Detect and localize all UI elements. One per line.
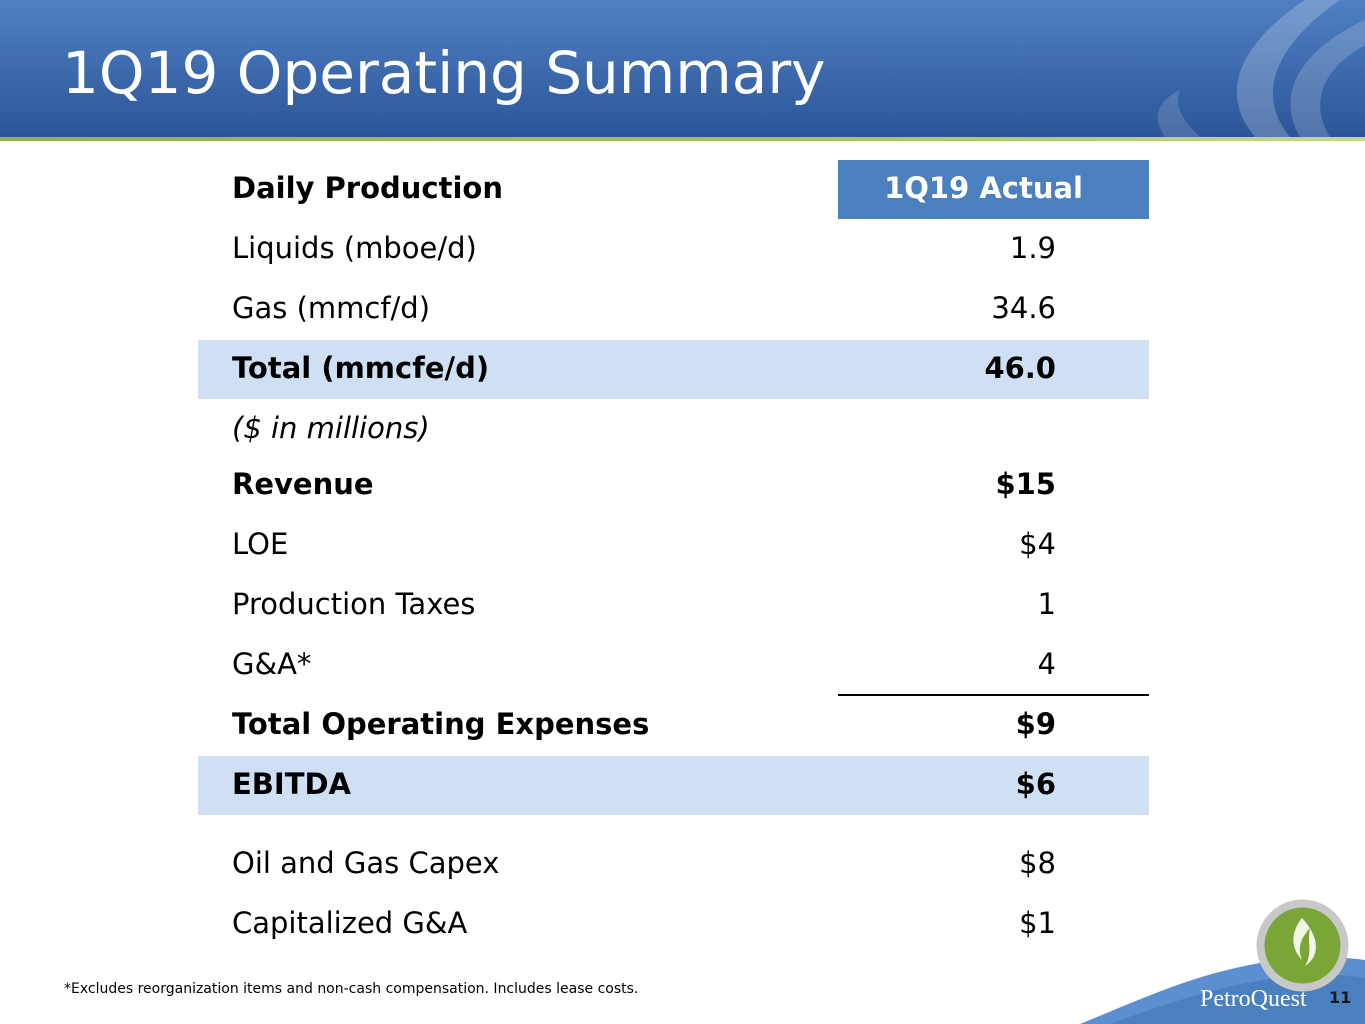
page-number: 11 (1329, 988, 1352, 1007)
row-label-liquids: Liquids (mboe/d) (232, 231, 477, 265)
slide-title: 1Q19 Operating Summary (62, 39, 826, 107)
footnote: *Excludes reorganization items and non-c… (64, 981, 639, 997)
petroquest-logo-icon (1256, 899, 1349, 992)
units-note: ($ in millions) (232, 411, 430, 445)
highlight-band-total-production (198, 340, 1149, 399)
subtotal-rule (838, 694, 1149, 696)
row-value-total-operating-expenses: $9 (1015, 707, 1056, 741)
column-header-label: 1Q19 Actual (884, 171, 1083, 205)
header-accent-rule (0, 137, 1365, 141)
row-label-capitalized-ga: Capitalized G&A (232, 906, 468, 940)
title-bar: 1Q19 Operating Summary (0, 0, 1365, 137)
row-value-production-taxes: 1 (1037, 587, 1056, 621)
row-value-capex: $8 (1019, 846, 1056, 880)
row-label-total-operating-expenses: Total Operating Expenses (232, 707, 650, 741)
row-value-liquids: 1.9 (1009, 231, 1056, 265)
highlight-band-ebitda (198, 756, 1149, 815)
row-label-ga: G&A* (232, 647, 312, 681)
row-label-ebitda: EBITDA (232, 767, 352, 801)
table-header-label: Daily Production (232, 171, 503, 205)
row-value-loe: $4 (1019, 527, 1056, 561)
row-label-capex: Oil and Gas Capex (232, 846, 500, 880)
row-label-production-taxes: Production Taxes (232, 587, 476, 621)
row-value-ga: 4 (1037, 647, 1056, 681)
row-label-total-production: Total (mmcfe/d) (232, 351, 490, 385)
brand-name: PetroQuest (1200, 986, 1307, 1012)
row-label-revenue: Revenue (232, 467, 374, 501)
row-value-revenue: $15 (995, 467, 1056, 501)
row-value-total-production: 46.0 (984, 351, 1056, 385)
row-label-gas: Gas (mmcf/d) (232, 291, 431, 325)
row-value-capitalized-ga: $1 (1019, 906, 1056, 940)
flame-decoration-icon (1157, 0, 1365, 137)
row-value-ebitda: $6 (1015, 767, 1056, 801)
column-header-cell (838, 160, 1149, 219)
row-label-loe: LOE (232, 527, 289, 561)
row-value-gas: 34.6 (991, 291, 1056, 325)
